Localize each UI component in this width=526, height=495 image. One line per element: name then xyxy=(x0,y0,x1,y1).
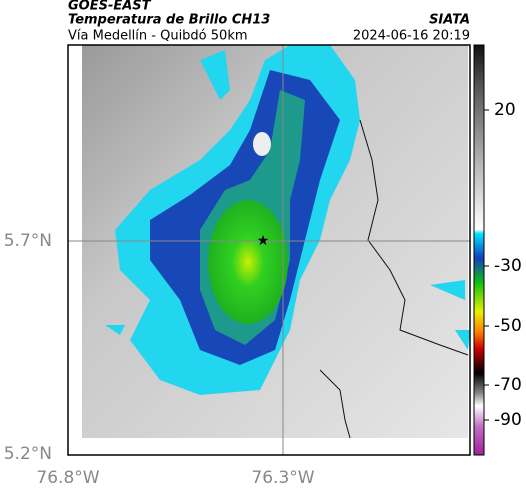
datetime: 2024-06-16 20:19 xyxy=(353,29,470,44)
lat-label: 5.7°N xyxy=(4,231,52,251)
source: SIATA xyxy=(429,13,470,28)
colorbar-tick-label: -30 xyxy=(494,256,522,276)
colorbar-tick-label: -50 xyxy=(494,316,522,336)
colorbar-tick-label: 20 xyxy=(494,100,516,120)
colorbar-tick-label: -70 xyxy=(494,375,522,395)
lon-label: 76.3°W xyxy=(251,468,314,488)
lon-label: 76.8°W xyxy=(36,468,99,488)
colorbar-tick-label: -90 xyxy=(494,410,522,430)
lat-label: 5.2°N xyxy=(4,444,52,464)
map: ★ xyxy=(67,44,471,456)
svg-text:★: ★ xyxy=(257,233,270,249)
colorbar xyxy=(473,44,485,456)
subtitle: Vía Medellín - Quibdó 50km xyxy=(68,29,248,44)
title: Temperatura de Brillo CH13 xyxy=(68,13,270,28)
product: GOES-EAST xyxy=(68,0,152,14)
